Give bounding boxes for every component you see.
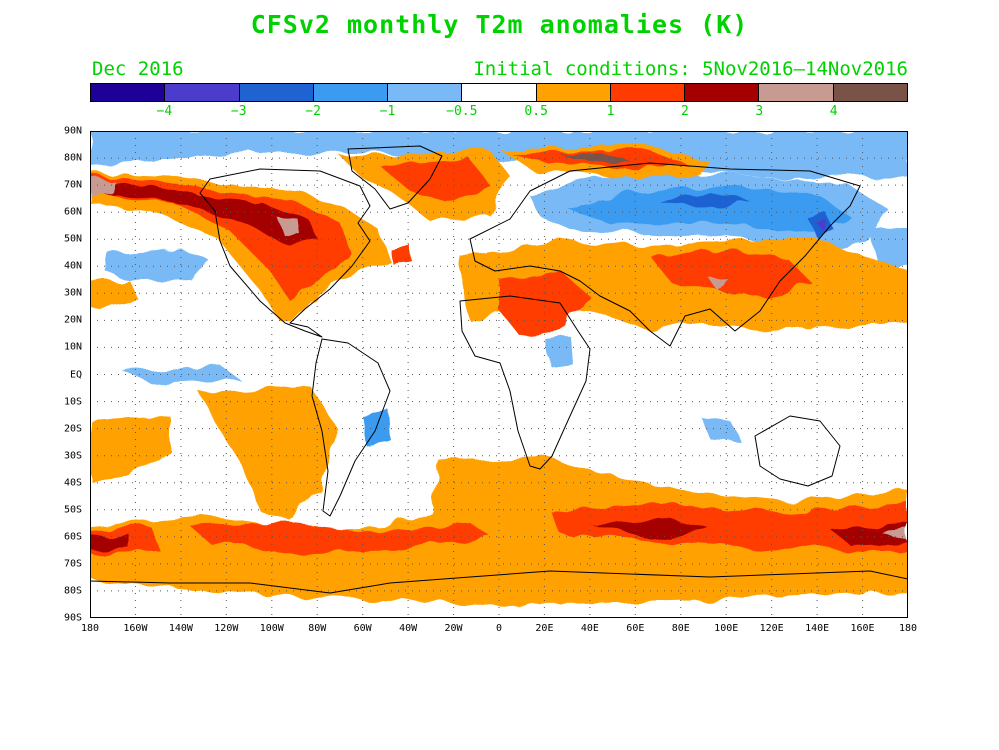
forecast-period: Dec 2016 <box>92 58 184 80</box>
map-frame <box>90 131 908 618</box>
lat-label: 10S <box>63 396 82 408</box>
chart-title: CFSv2 monthly T2m anomalies (K) <box>250 10 749 39</box>
anomaly-region <box>90 416 170 481</box>
colorbar-label: 0.5 <box>524 104 548 119</box>
colorbar-label: 1 <box>606 104 615 119</box>
lon-label: 160E <box>850 623 875 634</box>
anomaly-region <box>390 245 412 263</box>
lat-label: 50N <box>63 233 82 245</box>
coastline-north-america <box>199 168 371 338</box>
lon-label: 20W <box>444 623 463 634</box>
anomaly-region <box>650 249 810 299</box>
lon-label: 80E <box>671 623 690 634</box>
lon-label: 140E <box>805 623 830 634</box>
lon-label: 120W <box>214 623 239 634</box>
colorbar-segment <box>610 84 686 101</box>
anomaly-region <box>710 279 730 293</box>
colorbar-labels: −4 −3 −2 −1 −0.5 0.5 1 2 3 4 <box>0 104 999 122</box>
anomaly-region <box>830 523 908 545</box>
lon-label: 60E <box>626 623 645 634</box>
anomaly-region <box>590 519 710 539</box>
lon-label: 20E <box>535 623 554 634</box>
colorbar-label: 3 <box>755 104 764 119</box>
colorbar-label: −2 <box>305 104 321 119</box>
anomaly-region <box>90 181 320 246</box>
anomaly-region <box>870 226 908 271</box>
anomaly-region <box>550 503 908 551</box>
anomaly-map <box>90 131 908 618</box>
colorbar-segment <box>313 84 389 101</box>
lat-label: 70N <box>63 179 82 191</box>
anomaly-region <box>816 221 828 233</box>
colorbar-segment <box>165 84 240 101</box>
lon-label: 140W <box>168 623 193 634</box>
lat-label: 60S <box>63 531 82 543</box>
colorbar-segment <box>759 84 834 101</box>
colorbar <box>90 83 908 102</box>
lon-label: 40E <box>580 623 599 634</box>
colorbar-segment <box>536 84 611 101</box>
anomaly-region <box>90 281 140 309</box>
initial-conditions: Initial conditions: 5Nov2016–14Nov2016 <box>473 58 908 80</box>
coastline-africa <box>459 295 591 470</box>
colorbar-label: 4 <box>829 104 838 119</box>
lat-label: 20S <box>63 423 82 435</box>
lat-label: 90N <box>63 125 82 137</box>
colorbar-label: −0.5 <box>446 104 478 119</box>
coastline-south-america <box>311 338 391 517</box>
anomaly-region <box>880 529 908 541</box>
colorbar-label: −3 <box>230 104 247 119</box>
anomaly-region <box>500 271 590 336</box>
lat-label: 20N <box>63 314 82 326</box>
lon-label: 100W <box>259 623 284 634</box>
lon-label: 180 <box>80 623 100 634</box>
anomaly-region <box>660 193 750 211</box>
colorbar-segment <box>462 84 537 101</box>
lon-label: 120E <box>759 623 784 634</box>
lat-label: EQ <box>69 369 82 380</box>
lon-label: 0 <box>495 623 503 634</box>
lat-label: 70S <box>63 558 82 570</box>
anomaly-region <box>200 386 340 521</box>
anomaly-region <box>380 159 490 206</box>
lat-label: 40S <box>63 477 82 489</box>
lon-label: 40W <box>399 623 418 634</box>
anomaly-region <box>90 179 115 196</box>
lon-label: 60W <box>353 623 372 634</box>
lat-label: 10N <box>63 341 82 353</box>
colorbar-label: −1 <box>379 104 396 119</box>
colorbar-segment <box>388 84 463 101</box>
anomaly-region <box>545 336 572 366</box>
anomaly-region <box>90 535 130 549</box>
colorbar-segment <box>91 84 166 101</box>
colorbar-label: −4 <box>156 104 173 119</box>
anomaly-region <box>276 216 302 236</box>
lon-label: 100E <box>714 623 739 634</box>
lat-label: 80S <box>63 585 82 597</box>
coastline-antarctica <box>90 570 908 594</box>
colorbar-segment <box>685 84 760 101</box>
colorbar-segment <box>239 84 314 101</box>
lat-label: 40N <box>63 260 82 272</box>
coastline-greenland <box>347 145 443 210</box>
lat-label: 90S <box>63 612 82 624</box>
lat-label: 50S <box>63 504 82 516</box>
lat-label: 60N <box>63 206 82 218</box>
coastline-australia <box>754 415 841 487</box>
lon-label: 160W <box>123 623 148 634</box>
coastline-eurasia <box>469 162 861 347</box>
colorbar-segment <box>833 84 907 101</box>
anomaly-region <box>105 247 210 281</box>
anomaly-region <box>190 523 490 553</box>
lat-label: 80N <box>63 152 82 164</box>
coastlines <box>90 145 908 594</box>
colorbar-label: 2 <box>680 104 689 119</box>
lon-label: 180 <box>898 623 918 634</box>
lon-label: 80W <box>308 623 327 634</box>
anomaly-region <box>90 176 350 301</box>
lat-label: 30N <box>63 287 82 299</box>
lat-label: 30S <box>63 450 82 462</box>
